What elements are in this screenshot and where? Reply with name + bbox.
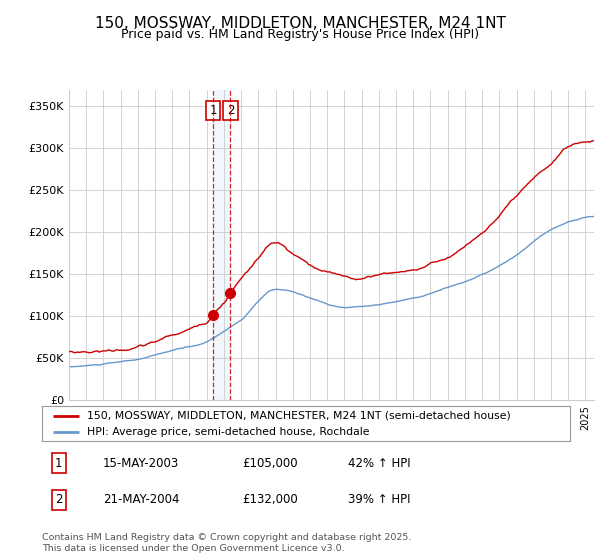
Text: 42% ↑ HPI: 42% ↑ HPI bbox=[348, 457, 411, 470]
Text: 2: 2 bbox=[227, 104, 234, 117]
Bar bbox=[213, 90, 230, 400]
Text: 1: 1 bbox=[55, 457, 62, 470]
Text: 21-MAY-2004: 21-MAY-2004 bbox=[103, 493, 179, 506]
Text: 15-MAY-2003: 15-MAY-2003 bbox=[103, 457, 179, 470]
Text: Price paid vs. HM Land Registry's House Price Index (HPI): Price paid vs. HM Land Registry's House … bbox=[121, 28, 479, 41]
Text: 150, MOSSWAY, MIDDLETON, MANCHESTER, M24 1NT (semi-detached house): 150, MOSSWAY, MIDDLETON, MANCHESTER, M24… bbox=[87, 411, 511, 421]
Text: Contains HM Land Registry data © Crown copyright and database right 2025.
This d: Contains HM Land Registry data © Crown c… bbox=[42, 533, 412, 553]
Text: £132,000: £132,000 bbox=[242, 493, 298, 506]
Text: 39% ↑ HPI: 39% ↑ HPI bbox=[348, 493, 411, 506]
Text: 150, MOSSWAY, MIDDLETON, MANCHESTER, M24 1NT: 150, MOSSWAY, MIDDLETON, MANCHESTER, M24… bbox=[95, 16, 505, 31]
Text: 1: 1 bbox=[209, 104, 217, 117]
Text: £105,000: £105,000 bbox=[242, 457, 298, 470]
Text: 2: 2 bbox=[55, 493, 62, 506]
Text: HPI: Average price, semi-detached house, Rochdale: HPI: Average price, semi-detached house,… bbox=[87, 427, 370, 437]
